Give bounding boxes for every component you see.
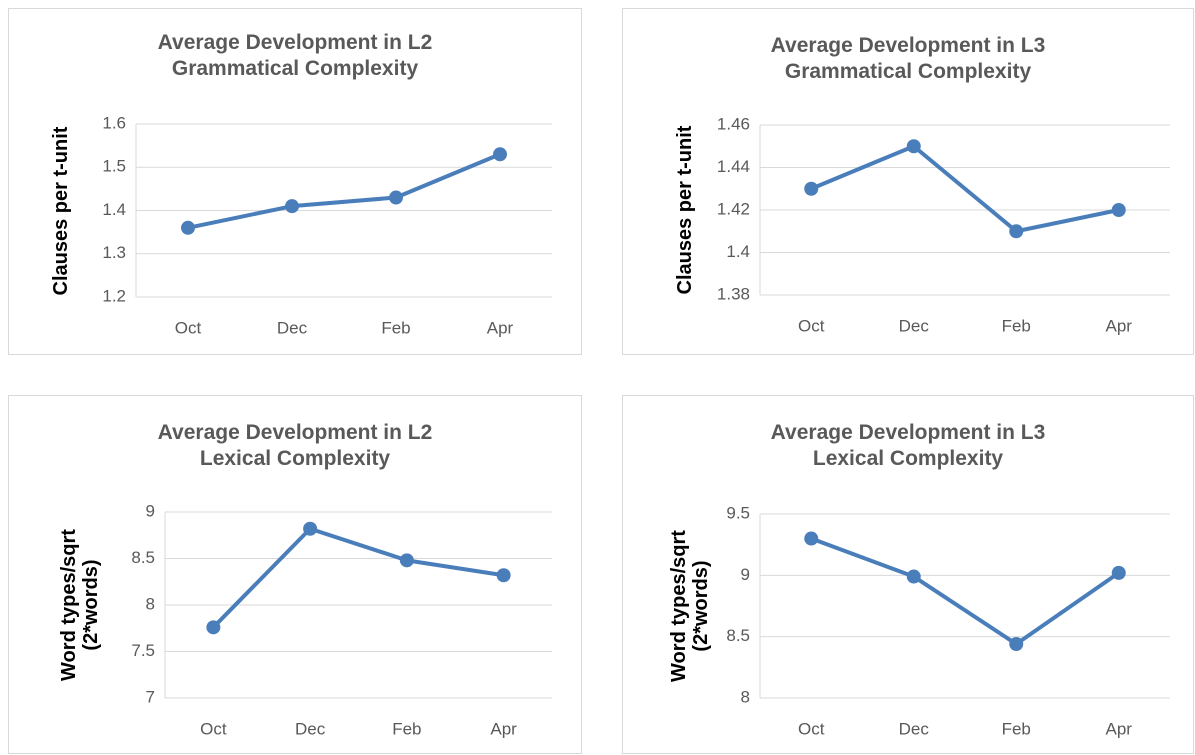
marker — [804, 181, 819, 196]
x-tick-label: Apr — [1106, 316, 1133, 335]
y-axis-label: Clauses per t-unit — [674, 125, 696, 295]
chart-title: Average Development in L3 Grammatical Co… — [770, 34, 1046, 83]
x-tick-label: Oct — [798, 316, 825, 335]
y-tick-label: 9 — [146, 501, 155, 520]
y-axis-label: Clauses per t-unit — [50, 126, 72, 295]
x-tick-label: Feb — [1002, 316, 1031, 335]
y-tick-label: 1.42 — [717, 199, 750, 218]
y-tick-label: 9.5 — [726, 503, 750, 522]
marker — [206, 620, 221, 635]
y-tick-label: 1.6 — [102, 113, 126, 132]
x-tick-label: Oct — [175, 318, 202, 337]
x-tick-label: Apr — [487, 318, 514, 337]
x-tick-label: Feb — [1002, 719, 1031, 738]
marker — [906, 139, 921, 154]
y-tick-label: 1.4 — [102, 200, 126, 219]
x-tick-label: Dec — [277, 318, 308, 337]
chart-title: Average Development in L2 Lexical Comple… — [157, 421, 433, 470]
y-axis-label: Word types/sqrt (2*words) — [58, 529, 102, 681]
y-tick-label: 8 — [146, 594, 155, 613]
y-tick-label: 1.2 — [102, 286, 126, 305]
marker — [1009, 637, 1024, 652]
x-tick-label: Apr — [490, 719, 517, 738]
line — [810, 536, 1120, 647]
y-tick-label: 8 — [741, 687, 750, 706]
y-tick-label: 1.38 — [717, 284, 750, 303]
y-tick-label: 1.4 — [726, 242, 750, 261]
marker — [181, 220, 195, 235]
marker — [493, 147, 507, 162]
y-tick-label: 8.5 — [726, 626, 750, 645]
marker — [389, 190, 403, 205]
marker — [399, 553, 414, 568]
x-tick-label: Feb — [381, 318, 410, 337]
line — [187, 152, 501, 230]
chart-title: Average Development in L2 Grammatical Co… — [157, 31, 433, 80]
y-tick-label: 1.5 — [102, 157, 126, 176]
chart-panel — [622, 8, 1194, 355]
marker — [1111, 565, 1126, 580]
y-tick-label: 7.5 — [131, 641, 155, 660]
y-axis-label: Word types/sqrt (2*words) — [668, 530, 712, 682]
marker — [285, 199, 299, 214]
line — [211, 526, 504, 629]
marker — [1111, 203, 1126, 217]
x-tick-label: Feb — [392, 719, 421, 738]
x-tick-label: Dec — [899, 316, 930, 335]
x-tick-label: Dec — [295, 719, 326, 738]
marker — [906, 569, 921, 584]
y-tick-label: 1.3 — [102, 243, 126, 262]
y-tick-label: 1.44 — [717, 157, 750, 176]
marker — [1009, 224, 1024, 239]
marker — [303, 521, 318, 536]
x-tick-label: Oct — [200, 719, 227, 738]
y-tick-label: 8.5 — [131, 548, 155, 567]
chart-title: Average Development in L3 Lexical Comple… — [770, 421, 1046, 470]
y-tick-label: 1.46 — [717, 114, 750, 133]
x-tick-label: Oct — [798, 719, 825, 738]
marker — [804, 531, 819, 546]
x-tick-label: Dec — [899, 719, 930, 738]
line — [810, 144, 1120, 234]
marker — [496, 568, 511, 583]
x-tick-label: Apr — [1106, 719, 1133, 738]
y-tick-label: 7 — [146, 687, 155, 706]
y-tick-label: 9 — [741, 565, 750, 584]
